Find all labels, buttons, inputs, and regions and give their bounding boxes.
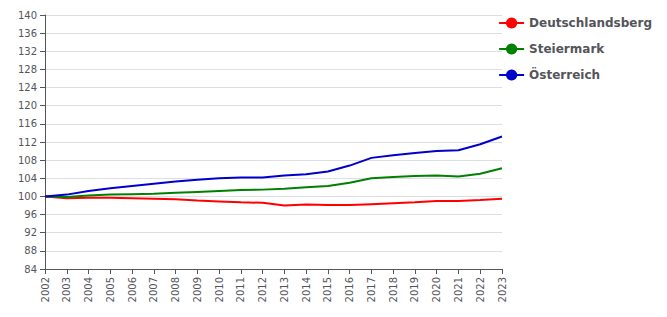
svg-text:Österreich: Österreich bbox=[529, 67, 600, 82]
svg-text:2006: 2006 bbox=[127, 277, 138, 302]
svg-text:84: 84 bbox=[24, 264, 37, 275]
svg-text:2015: 2015 bbox=[322, 277, 333, 302]
svg-text:136: 136 bbox=[18, 28, 37, 39]
svg-text:Steiermark: Steiermark bbox=[529, 42, 605, 56]
svg-text:120: 120 bbox=[18, 100, 37, 111]
svg-text:2022: 2022 bbox=[475, 277, 486, 302]
svg-text:88: 88 bbox=[24, 245, 37, 256]
svg-text:2003: 2003 bbox=[61, 277, 72, 302]
svg-text:100: 100 bbox=[18, 191, 37, 202]
svg-text:128: 128 bbox=[18, 64, 37, 75]
svg-text:2020: 2020 bbox=[431, 277, 442, 302]
svg-text:Deutschlandsberg: Deutschlandsberg bbox=[529, 16, 652, 30]
svg-text:92: 92 bbox=[24, 227, 37, 238]
svg-text:2012: 2012 bbox=[257, 277, 268, 302]
svg-text:108: 108 bbox=[18, 155, 37, 166]
svg-text:2010: 2010 bbox=[214, 277, 225, 302]
svg-text:2005: 2005 bbox=[105, 277, 116, 302]
svg-text:2014: 2014 bbox=[301, 277, 312, 302]
svg-text:132: 132 bbox=[18, 46, 37, 57]
svg-text:2021: 2021 bbox=[453, 277, 464, 302]
svg-text:2019: 2019 bbox=[409, 277, 420, 302]
svg-text:124: 124 bbox=[18, 82, 37, 93]
svg-text:2011: 2011 bbox=[235, 277, 246, 302]
svg-text:2023: 2023 bbox=[497, 277, 508, 302]
svg-text:2016: 2016 bbox=[344, 277, 355, 302]
svg-text:104: 104 bbox=[18, 173, 37, 184]
svg-text:96: 96 bbox=[24, 209, 37, 220]
svg-text:2009: 2009 bbox=[192, 277, 203, 302]
svg-text:2007: 2007 bbox=[148, 277, 159, 302]
svg-text:140: 140 bbox=[18, 10, 37, 21]
svg-text:2002: 2002 bbox=[40, 277, 51, 302]
svg-text:2018: 2018 bbox=[388, 277, 399, 302]
svg-text:2013: 2013 bbox=[279, 277, 290, 302]
svg-text:112: 112 bbox=[18, 137, 37, 148]
svg-text:2008: 2008 bbox=[170, 277, 181, 302]
svg-text:116: 116 bbox=[18, 118, 37, 129]
svg-text:2017: 2017 bbox=[366, 277, 377, 302]
svg-text:2004: 2004 bbox=[83, 277, 94, 302]
